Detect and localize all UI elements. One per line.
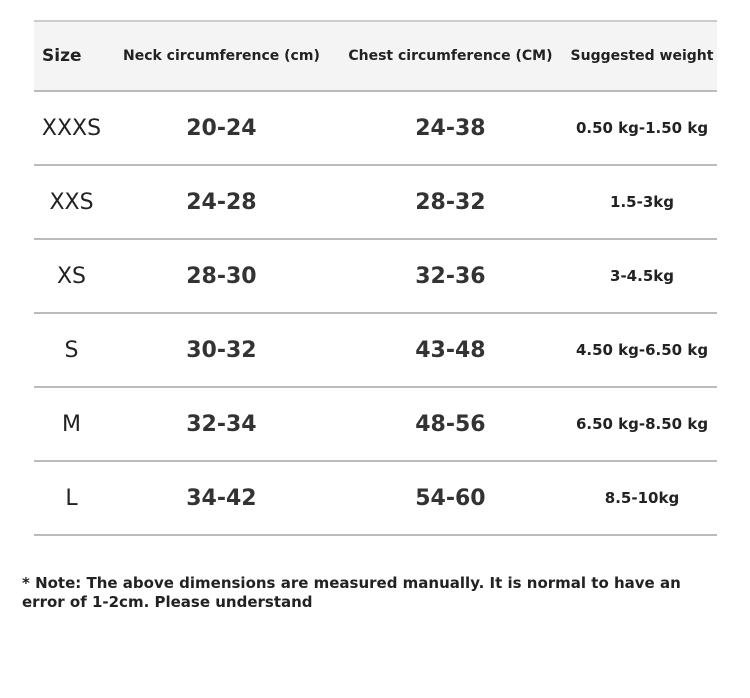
cell: XXXS (34, 91, 109, 166)
cell: 43-48 (333, 313, 567, 388)
row: S 30-32 43-48 4.50 kg-6.50 kg (34, 313, 717, 388)
cell: 48-56 (333, 387, 567, 462)
row: L 34-42 54-60 8.5-10kg (34, 461, 717, 536)
cell: 54-60 (333, 461, 567, 536)
cell: 0.50 kg-1.50 kg (567, 91, 717, 166)
cell: 28-30 (109, 239, 334, 314)
cell: 20-24 (109, 91, 334, 166)
cell: M (34, 387, 109, 462)
cell: 24-38 (333, 91, 567, 166)
cell: XS (34, 239, 109, 314)
size-table: Size Neck circumference (cm) Chest circumf… (34, 20, 717, 536)
cell: 28-32 (333, 165, 567, 240)
row: M 32-34 48-56 6.50 kg-8.50 kg (34, 387, 717, 462)
cell: 6.50 kg-8.50 kg (567, 387, 717, 462)
header-row: Size Neck circumference (cm) Chest circumf… (34, 21, 717, 92)
cell: 4.50 kg-6.50 kg (567, 313, 717, 388)
row: XS 28-30 32-36 3-4.5kg (34, 239, 717, 314)
cell: S (34, 313, 109, 388)
row: XXXS 20-24 24-38 0.50 kg-1.50 kg (34, 91, 717, 166)
cell: 24-28 (109, 165, 334, 240)
cell: 30-32 (109, 313, 334, 388)
row: XXS 24-28 28-32 1.5-3kg (34, 165, 717, 240)
cell: L (34, 461, 109, 536)
cell: 3-4.5kg (567, 239, 717, 314)
header-cell: Neck circumference (cm) (109, 21, 334, 92)
cell: 34-42 (109, 461, 334, 536)
header-cell: Chest circumference (CM) (333, 21, 567, 92)
cell: 32-34 (109, 387, 334, 462)
cell: 1.5-3kg (567, 165, 717, 240)
header-cell: Suggested weight (567, 21, 717, 92)
cell: 8.5-10kg (567, 461, 717, 536)
cell: XXS (34, 165, 109, 240)
header-cell: Size (34, 21, 109, 92)
cell: 32-36 (333, 239, 567, 314)
note: * Note: The above dimensions are measure… (22, 574, 681, 611)
